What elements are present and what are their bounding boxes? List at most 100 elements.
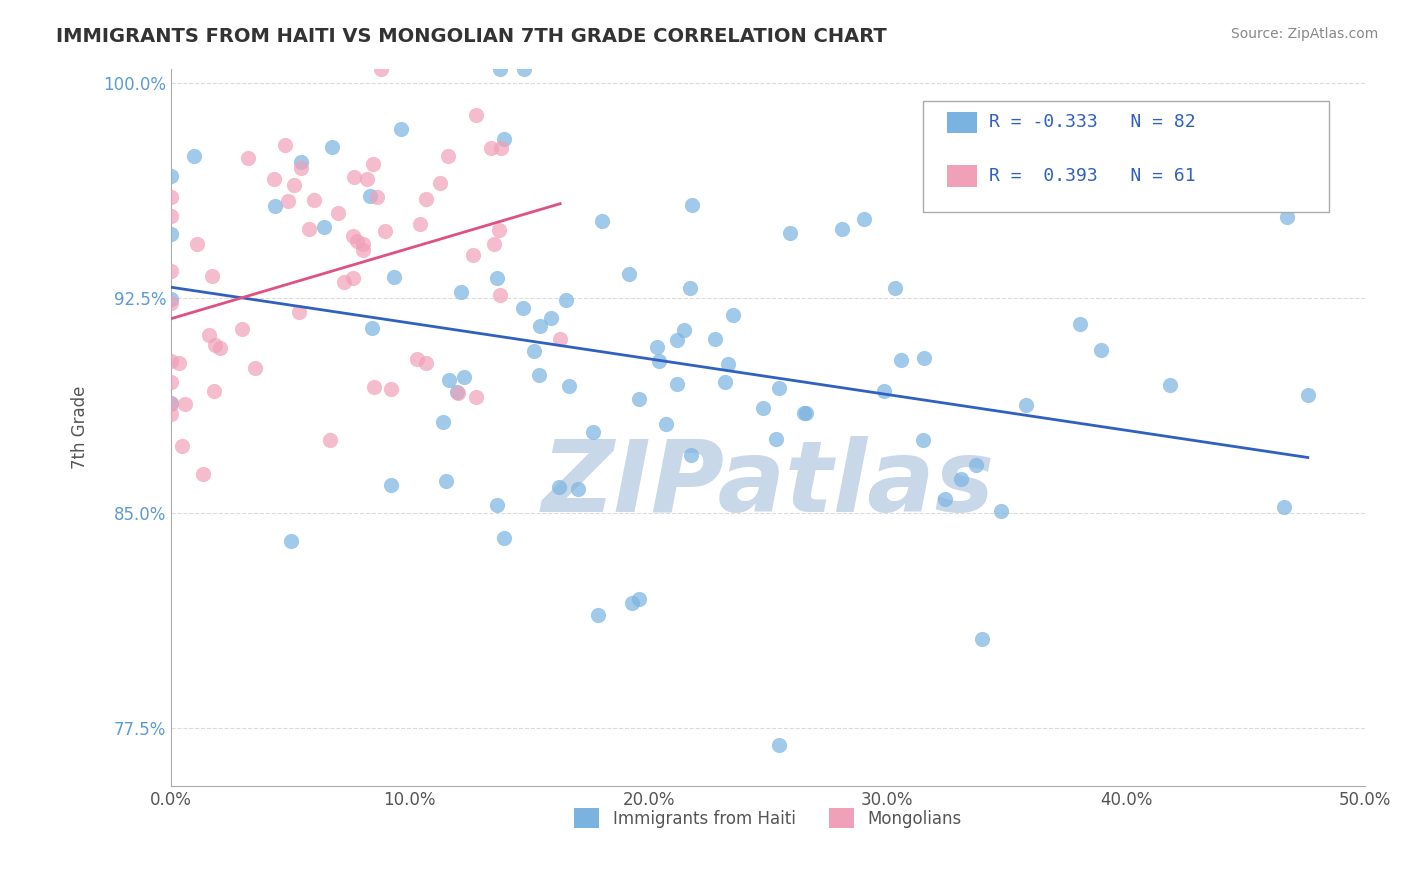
Point <box>523 344 546 359</box>
Point <box>280 534 302 549</box>
Point <box>588 607 610 622</box>
Point <box>201 269 224 284</box>
Point <box>679 448 702 462</box>
Point <box>912 351 935 365</box>
Point <box>160 264 183 278</box>
Point <box>768 738 790 752</box>
Point <box>453 370 475 384</box>
Point <box>972 632 994 646</box>
Point <box>160 407 183 421</box>
Point <box>889 353 911 368</box>
Point <box>160 376 183 390</box>
Point <box>591 213 613 227</box>
Text: Source: ZipAtlas.com: Source: ZipAtlas.com <box>1230 27 1378 41</box>
Point <box>1272 500 1295 514</box>
Point <box>488 222 510 236</box>
Point <box>415 192 437 206</box>
Point <box>1090 343 1112 357</box>
Point <box>370 62 392 76</box>
Point <box>160 396 183 410</box>
Point <box>287 305 309 319</box>
Point <box>489 62 512 76</box>
Point <box>380 477 402 491</box>
Point <box>679 280 702 294</box>
Point <box>485 270 508 285</box>
Point <box>450 285 472 300</box>
Point <box>326 206 349 220</box>
Point <box>665 334 688 348</box>
FancyBboxPatch shape <box>924 101 1329 212</box>
Point <box>529 318 551 333</box>
Point <box>389 121 412 136</box>
Point <box>277 194 299 209</box>
Point <box>645 340 668 354</box>
Point <box>492 531 515 545</box>
Point <box>1069 317 1091 331</box>
Point <box>491 141 513 155</box>
Point <box>704 332 727 346</box>
Point <box>160 189 183 203</box>
Bar <box>948 112 977 133</box>
Point <box>160 354 183 368</box>
Text: IMMIGRANTS FROM HAITI VS MONGOLIAN 7TH GRADE CORRELATION CHART: IMMIGRANTS FROM HAITI VS MONGOLIAN 7TH G… <box>56 27 887 45</box>
Point <box>363 380 385 394</box>
Point <box>1296 388 1319 402</box>
Point <box>648 353 671 368</box>
Point <box>167 356 190 370</box>
Point <box>359 189 381 203</box>
Point <box>342 270 364 285</box>
Point <box>779 227 801 241</box>
Point <box>160 292 183 306</box>
Point <box>298 221 321 235</box>
Point <box>318 433 340 447</box>
Point <box>1159 377 1181 392</box>
Point <box>405 351 427 366</box>
Point <box>794 406 817 420</box>
Point <box>1015 398 1038 412</box>
Point <box>620 596 643 610</box>
Point <box>765 432 787 446</box>
Point <box>236 151 259 165</box>
Point <box>346 234 368 248</box>
Y-axis label: 7th Grade: 7th Grade <box>72 385 89 469</box>
Point <box>231 322 253 336</box>
Text: R = -0.333   N = 82: R = -0.333 N = 82 <box>988 113 1195 131</box>
Point <box>197 328 219 343</box>
Point <box>202 384 225 399</box>
Point <box>409 217 432 231</box>
Point <box>884 281 907 295</box>
Point <box>290 161 312 175</box>
Point <box>160 169 183 184</box>
Point <box>429 176 451 190</box>
Point <box>361 156 384 170</box>
Point <box>342 170 364 185</box>
Point <box>717 357 740 371</box>
Point <box>464 108 486 122</box>
Point <box>492 132 515 146</box>
Point <box>380 383 402 397</box>
Point <box>463 247 485 261</box>
Point <box>437 373 460 387</box>
Point <box>485 499 508 513</box>
Point <box>666 377 689 392</box>
Point <box>479 141 502 155</box>
Legend: Immigrants from Haiti, Mongolians: Immigrants from Haiti, Mongolians <box>568 801 969 835</box>
Text: ZIPatlas: ZIPatlas <box>541 436 994 533</box>
Point <box>949 472 972 486</box>
Point <box>582 425 605 440</box>
Point <box>283 178 305 192</box>
Point <box>557 378 579 392</box>
Point <box>352 243 374 257</box>
Point <box>751 401 773 415</box>
Bar <box>948 165 977 186</box>
Point <box>655 417 678 431</box>
Point <box>160 227 183 241</box>
Point <box>873 384 896 398</box>
Point <box>446 385 468 400</box>
Point <box>415 356 437 370</box>
Point <box>204 338 226 352</box>
Point <box>548 332 571 346</box>
Point <box>527 368 550 382</box>
Point <box>681 198 703 212</box>
Point <box>831 221 853 235</box>
